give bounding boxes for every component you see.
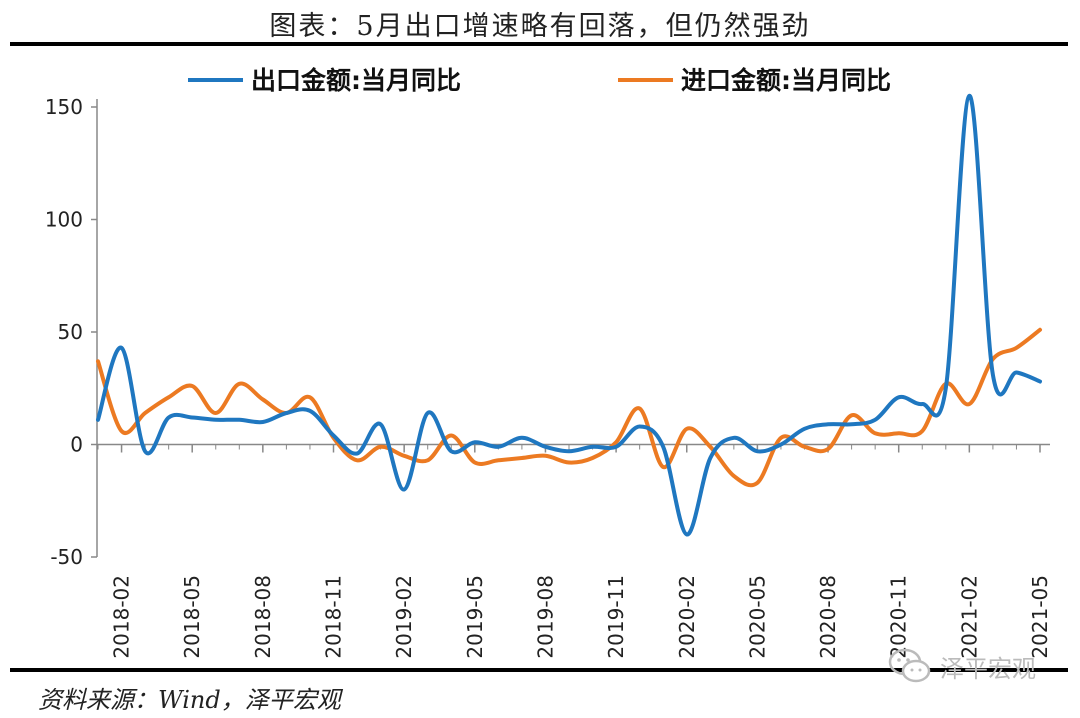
x-tick-label: 2019-05 (463, 575, 487, 659)
x-tick-label: 2018-05 (180, 575, 204, 659)
x-tick-label: 2019-11 (604, 575, 628, 659)
title-rule (10, 42, 1068, 46)
x-tick-label: 2020-08 (816, 575, 840, 659)
x-tick-label: 2020-11 (887, 575, 911, 659)
x-tick-label: 2019-02 (392, 575, 416, 659)
series-layer (96, 93, 1042, 537)
chart-title: 图表：5月出口增速略有回落，但仍然强劲 (269, 11, 811, 42)
x-tick-label: 2018-11 (322, 575, 346, 659)
series-line-export (96, 93, 1042, 537)
x-tick-label: 2021-05 (1028, 575, 1052, 659)
x-tick-label: 2020-02 (675, 575, 699, 659)
x-tick-label: 2021-02 (957, 575, 981, 659)
y-tick-label: 100 (45, 208, 83, 232)
footer-rule (10, 668, 1068, 672)
y-tick-label: 150 (45, 95, 83, 119)
source-note: 资料来源：Wind，泽平宏观 (38, 686, 341, 714)
wechat-icon (888, 648, 931, 683)
x-tick-label: 2020-05 (745, 575, 769, 659)
watermark: 泽平宏观 (888, 648, 1036, 684)
watermark-text: 泽平宏观 (940, 654, 1036, 683)
chart-legend: 出口金额:当月同比 进口金额:当月同比 (188, 66, 891, 95)
legend-label: 进口金额:当月同比 (681, 66, 891, 95)
y-tick-label: 50 (58, 320, 83, 344)
x-tick-label: 2018-02 (110, 575, 134, 659)
y-tick-label: 0 (70, 433, 83, 457)
legend-label: 出口金额:当月同比 (251, 66, 461, 95)
x-tick-label: 2019-08 (533, 575, 557, 659)
chart-axes: -50 0 50 100 150 2018-02 2018-05 2018-08 2018-11… (45, 95, 1052, 659)
y-tick-label: -50 (50, 545, 83, 569)
x-tick-label: 2018-08 (251, 575, 275, 659)
series-line-import (96, 327, 1042, 488)
